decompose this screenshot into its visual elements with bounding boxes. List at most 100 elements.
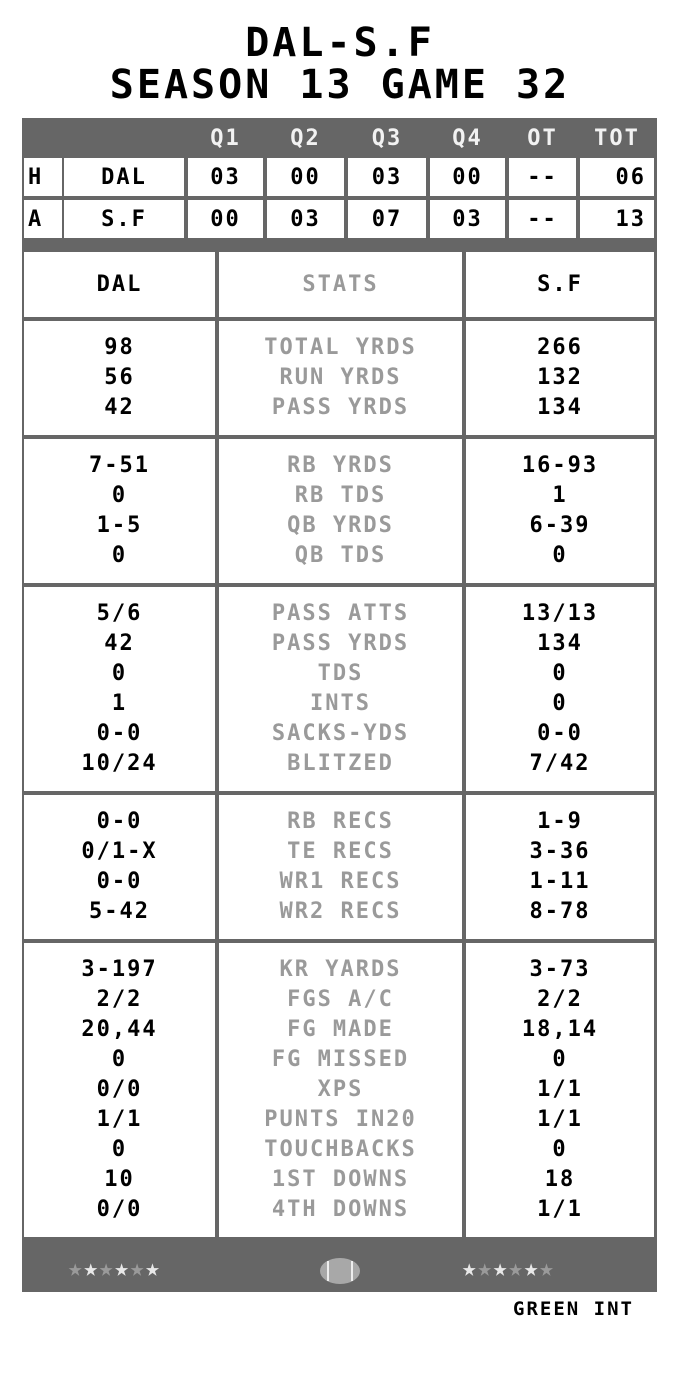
away-stats-group: 1-9 3-36 1-11 8-78 [466,795,654,939]
quarter-header: TOT [594,125,640,151]
stat-label: XPS [317,1077,364,1102]
footer-text: GREEN INT [513,1298,634,1320]
stats-header: STATS [219,252,462,317]
stat-value: 8-78 [529,899,591,924]
stat-value: 1 [111,691,128,716]
stat-label: FG MADE [287,1017,394,1042]
team-name: DAL [64,158,184,196]
star-icon: ★ [68,1254,84,1282]
stat-value: 3-73 [529,957,591,982]
stat-value: 0 [111,661,128,686]
score-cell: 03 [188,158,263,196]
stat-value: 10/24 [81,751,158,776]
stat-value: 1/1 [96,1107,143,1132]
stat-value: 0 [552,1047,568,1072]
score-cell: 03 [267,200,344,238]
stat-label: RUN YRDS [279,365,402,390]
score-cell: 06 [580,158,654,196]
stat-value: 2/2 [537,987,583,1012]
stat-label: PASS ATTS [271,601,410,626]
stat-label: TDS [317,661,364,686]
stat-value: 16-93 [521,453,599,478]
stat-value: 0/1-X [81,839,158,864]
score-cell: 03 [348,158,426,196]
away-stats-group: 16-93 1 6-39 0 [466,439,654,583]
quarter-header: OT [527,125,558,151]
stat-value: 0-0 [96,721,143,746]
home-stats-group: 3-197 2/2 20,44 0 0/0 1/1 0 10 0/0 [24,943,215,1237]
stat-labels-group: RB RECS TE RECS WR1 RECS WR2 RECS [219,795,462,939]
stat-label: QB YRDS [287,513,394,538]
stat-value: 134 [537,631,583,656]
stat-label: FG MISSED [271,1047,410,1072]
stat-value: 1/1 [537,1107,583,1132]
stat-value: 20,44 [81,1017,158,1042]
quarter-header: Q1 [210,125,241,151]
stat-value: 1-5 [96,513,143,538]
stat-value: 0 [552,1137,568,1162]
star-icon: ★ [145,1254,161,1282]
stat-label: BLITZED [287,751,394,776]
stat-label: RB TDS [294,483,387,508]
stat-label: QB TDS [294,543,387,568]
away-stats-group: 3-73 2/2 18,14 0 1/1 1/1 0 18 1/1 [466,943,654,1237]
score-cell: 00 [188,200,263,238]
stat-value: 3-36 [529,839,591,864]
home-stats-group: 0-0 0/1-X 0-0 5-42 [24,795,215,939]
stat-value: 0/0 [96,1197,143,1222]
stat-value: 1/1 [537,1077,583,1102]
stat-value: 266 [537,335,583,360]
stat-value: 134 [537,395,583,420]
stat-value: 6-39 [529,513,591,538]
stat-value: 7/42 [529,751,591,776]
football-icon [320,1258,360,1284]
score-cell: 13 [580,200,654,238]
quarter-header: Q3 [371,125,403,151]
stat-value: 1-11 [529,869,591,894]
stat-value: 2/2 [96,987,143,1012]
score-cell: 00 [430,158,505,196]
stat-value: 42 [104,631,135,656]
stat-value: 0-0 [537,721,583,746]
star-icon: ★ [492,1254,509,1282]
star-icon: ★ [98,1254,115,1282]
star-icon: ★ [462,1254,478,1282]
stat-labels-group: PASS ATTS PASS YRDS TDS INTS SACKS-YDS BLITZE… [219,587,462,791]
star-icon: ★ [539,1254,555,1282]
stat-value: 5/6 [96,601,143,626]
stat-labels-group: TOTAL YRDS RUN YRDS PASS YRDS [219,321,462,435]
stat-value: 0 [111,543,128,568]
stat-value: 3-197 [81,957,158,982]
title-season-game: SEASON 13 GAME 32 [109,62,571,108]
score-cell: -- [509,200,576,238]
stat-value: 0-0 [96,809,143,834]
stat-label: TOTAL YRDS [264,335,417,360]
away-team-header: S.F [466,252,654,317]
stat-value: 7-51 [89,453,150,478]
stat-value: 18,14 [521,1017,599,1042]
stat-labels-group: RB YRDS RB TDS QB YRDS QB TDS [219,439,462,583]
stat-label: WR1 RECS [279,869,402,894]
stat-value: 42 [104,395,135,420]
stat-label: FGS A/C [287,987,394,1012]
stat-label: RB RECS [287,809,394,834]
stat-value: 0-0 [96,869,143,894]
stat-labels-group: KR YARDS FGS A/C FG MADE FG MISSED XPS PUNTS … [219,943,462,1237]
stat-label: WR2 RECS [279,899,402,924]
home-team-header: DAL [24,252,215,317]
stat-value: 0 [111,483,128,508]
score-cell: 00 [267,158,344,196]
stat-value: 5-42 [89,899,150,924]
star-icon: ★ [508,1254,524,1282]
stat-value: 1-9 [537,809,583,834]
score-cell: 03 [430,200,505,238]
stat-value: 0/0 [96,1077,143,1102]
stat-value: 0 [111,1047,128,1072]
stat-value: 0 [552,543,568,568]
score-cell: -- [509,158,576,196]
quarter-header: Q2 [290,125,321,151]
away-stars: ★★★★★★ [462,1254,555,1282]
star-icon: ★ [114,1254,130,1282]
home-stats-group: 7-51 0 1-5 0 [24,439,215,583]
stat-label: KR YARDS [279,957,402,982]
